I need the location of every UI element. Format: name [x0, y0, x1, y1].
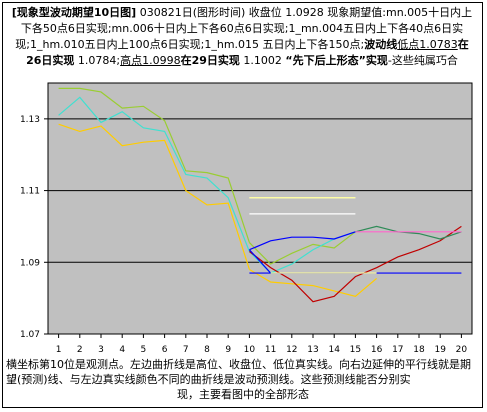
caption-line-2: 现，主要看图中的全部形态 — [177, 388, 309, 401]
x-tick-label: 16 — [371, 345, 383, 355]
series-line-low — [58, 123, 250, 270]
x-tick-label: 4 — [119, 345, 125, 355]
x-tick-label: 1 — [56, 345, 62, 355]
x-tick-label: 10 — [244, 345, 256, 355]
x-tick-label: 13 — [307, 345, 318, 355]
plot-area — [47, 82, 473, 335]
title-at-2: 在 — [180, 54, 192, 67]
y-tick-label: 1.13 — [20, 115, 40, 125]
series-line-close — [58, 96, 250, 252]
title-tag: [现象型波动期望10日图] — [11, 6, 137, 19]
x-tick-label: 8 — [204, 345, 210, 355]
x-tick-label: 18 — [413, 345, 425, 355]
series-line-high — [58, 87, 250, 243]
series-line-wave-teal — [355, 225, 462, 240]
x-tick-label: 15 — [350, 345, 361, 355]
x-tick-label: 14 — [328, 345, 340, 355]
x-tick-label: 2 — [77, 345, 83, 355]
series-line-wave-high — [248, 231, 356, 265]
x-tick-label: 12 — [286, 345, 297, 355]
title-high-point: 高点1.0998 — [120, 54, 181, 67]
y-tick-label: 1.09 — [20, 258, 40, 268]
x-tick-label: 6 — [162, 345, 168, 355]
title-body: 030821日(图形时间) 收盘位 1.0928 现象期望值:mn.005十日内… — [15, 6, 473, 51]
x-tick-label: 17 — [392, 345, 403, 355]
chart-caption: 横坐标第10位是观测点。左边曲折线是高位、收盘位、低位真实线。向右边延伸的平行线… — [6, 357, 480, 402]
title-low-real: 1.0784; — [74, 54, 121, 67]
title-pattern: “先下后上形态”实现 — [285, 54, 388, 67]
series-line-actual — [249, 225, 462, 303]
y-tick-label: 1.07 — [20, 330, 40, 340]
series-line-wave-blue2 — [249, 231, 356, 251]
title-wave-line: 波动线 — [364, 38, 398, 51]
title-tail: -这些纯属巧合 — [387, 54, 458, 67]
x-tick-label: 5 — [141, 345, 147, 355]
caption-line-1: 横坐标第10位是观测点。左边曲折线是高位、收盘位、低位真实线。向右边延伸的平行线… — [6, 358, 471, 386]
title-date-29: 29日实现 — [191, 54, 240, 67]
title-at-1: 在 — [457, 38, 469, 51]
x-tick-label: 3 — [98, 345, 104, 355]
x-tick-label: 7 — [183, 345, 189, 355]
title-date-26: 26日实现 — [26, 54, 75, 67]
y-tick-label: 1.11 — [20, 187, 40, 197]
series-line-wave-low — [249, 268, 377, 298]
x-tick-label: 11 — [265, 345, 276, 355]
x-tick-label: 20 — [456, 345, 468, 355]
title-high-real: 1.1002 — [239, 54, 286, 67]
title-low-point: 低点1.0783 — [397, 38, 458, 51]
x-tick-label: 19 — [434, 345, 446, 355]
chart-title: [现象型波动期望10日图] 030821日(图形时间) 收盘位 1.0928 现… — [8, 5, 476, 69]
x-tick-label: 9 — [225, 345, 231, 355]
